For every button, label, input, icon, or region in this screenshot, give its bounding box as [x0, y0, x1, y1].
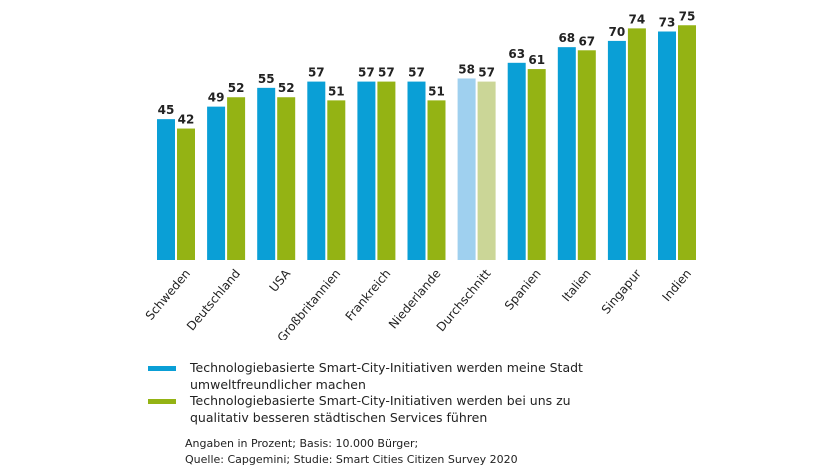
data-label: 70: [609, 25, 626, 39]
bar-services-indien: [678, 25, 696, 260]
x-tick-label: Niederlande: [386, 267, 444, 332]
bar-services-usa: [277, 97, 296, 261]
data-label: 45: [158, 103, 175, 117]
bar-environment-deutschland: [207, 106, 226, 260]
x-tick-label: Italien: [559, 267, 594, 305]
x-tick-label: Durchschnitt: [434, 266, 494, 334]
source-note: Angaben in Prozent; Basis: 10.000 Bürger…: [185, 436, 518, 468]
legend-label-line2: umweltfreundlicher machen: [190, 376, 366, 392]
legend-label-line1: Technologiebasierte Smart-City-Initiativ…: [190, 360, 583, 375]
bar-services-frankreich: [377, 81, 396, 260]
data-label: 74: [629, 12, 646, 26]
x-tick-label: Deutschland: [184, 267, 243, 334]
bar-environment-schweden: [157, 119, 175, 261]
data-label: 58: [458, 62, 475, 76]
data-label: 42: [178, 113, 195, 127]
bar-environment-niederlande: [407, 81, 426, 260]
legend-item-environment: Technologiebasierte Smart-City-Initiativ…: [148, 360, 608, 393]
x-tick-label: Spanien: [502, 267, 544, 313]
data-label: 57: [408, 66, 425, 80]
note-line2: Quelle: Capgemini; Studie: Smart Cities …: [185, 453, 518, 466]
bar-environment-usa: [257, 87, 276, 260]
x-tick-label: Singapur: [599, 267, 644, 317]
legend: Technologiebasierte Smart-City-Initiativ…: [148, 360, 608, 426]
bar-services-durchschnitt: [477, 81, 496, 260]
x-tick-label: Indien: [659, 267, 694, 304]
legend-label-line2: qualitativ besseren städtischen Services…: [190, 409, 488, 425]
bar-environment-italien: [557, 47, 576, 260]
bar-services-niederlande: [427, 100, 446, 261]
data-label: 52: [228, 81, 245, 95]
bar-services-italien: [577, 50, 596, 260]
bar-services-singapur: [627, 28, 646, 260]
legend-swatch-blue: [148, 366, 176, 371]
data-label: 68: [558, 31, 575, 45]
bar-environment-indien: [658, 31, 676, 261]
data-label: 57: [308, 66, 325, 80]
note-line1: Angaben in Prozent; Basis: 10.000 Bürger…: [185, 437, 419, 450]
bar-chart: 4542Schweden4952Deutschland5552USA5751Gr…: [143, 9, 696, 340]
x-tick-label: USA: [267, 266, 294, 295]
data-label: 51: [428, 84, 445, 98]
data-label: 57: [478, 66, 495, 80]
data-label: 51: [328, 84, 345, 98]
bar-services-großbritannien: [327, 100, 346, 261]
data-label: 57: [358, 66, 375, 80]
x-tick-label: Schweden: [143, 267, 193, 323]
data-label: 73: [659, 16, 676, 30]
legend-item-services: Technologiebasierte Smart-City-Initiativ…: [148, 393, 608, 426]
data-label: 52: [278, 81, 295, 95]
data-label: 63: [508, 47, 525, 61]
legend-label-line1: Technologiebasierte Smart-City-Initiativ…: [190, 393, 571, 408]
legend-swatch-green: [148, 399, 176, 404]
bar-environment-spanien: [507, 62, 526, 261]
data-label: 67: [578, 34, 595, 48]
data-label: 55: [258, 72, 275, 86]
bar-environment-durchschnitt: [457, 78, 476, 261]
bar-services-spanien: [527, 69, 546, 260]
data-label: 75: [679, 9, 696, 23]
data-label: 61: [528, 53, 545, 67]
bar-services-deutschland: [227, 97, 246, 261]
data-label: 57: [378, 66, 395, 80]
bar-environment-frankreich: [357, 81, 376, 260]
x-tick-label: Frankreich: [343, 267, 394, 324]
bar-services-schweden: [177, 128, 195, 260]
bar-environment-großbritannien: [307, 81, 326, 260]
bar-environment-singapur: [607, 40, 626, 261]
data-label: 49: [208, 91, 225, 105]
